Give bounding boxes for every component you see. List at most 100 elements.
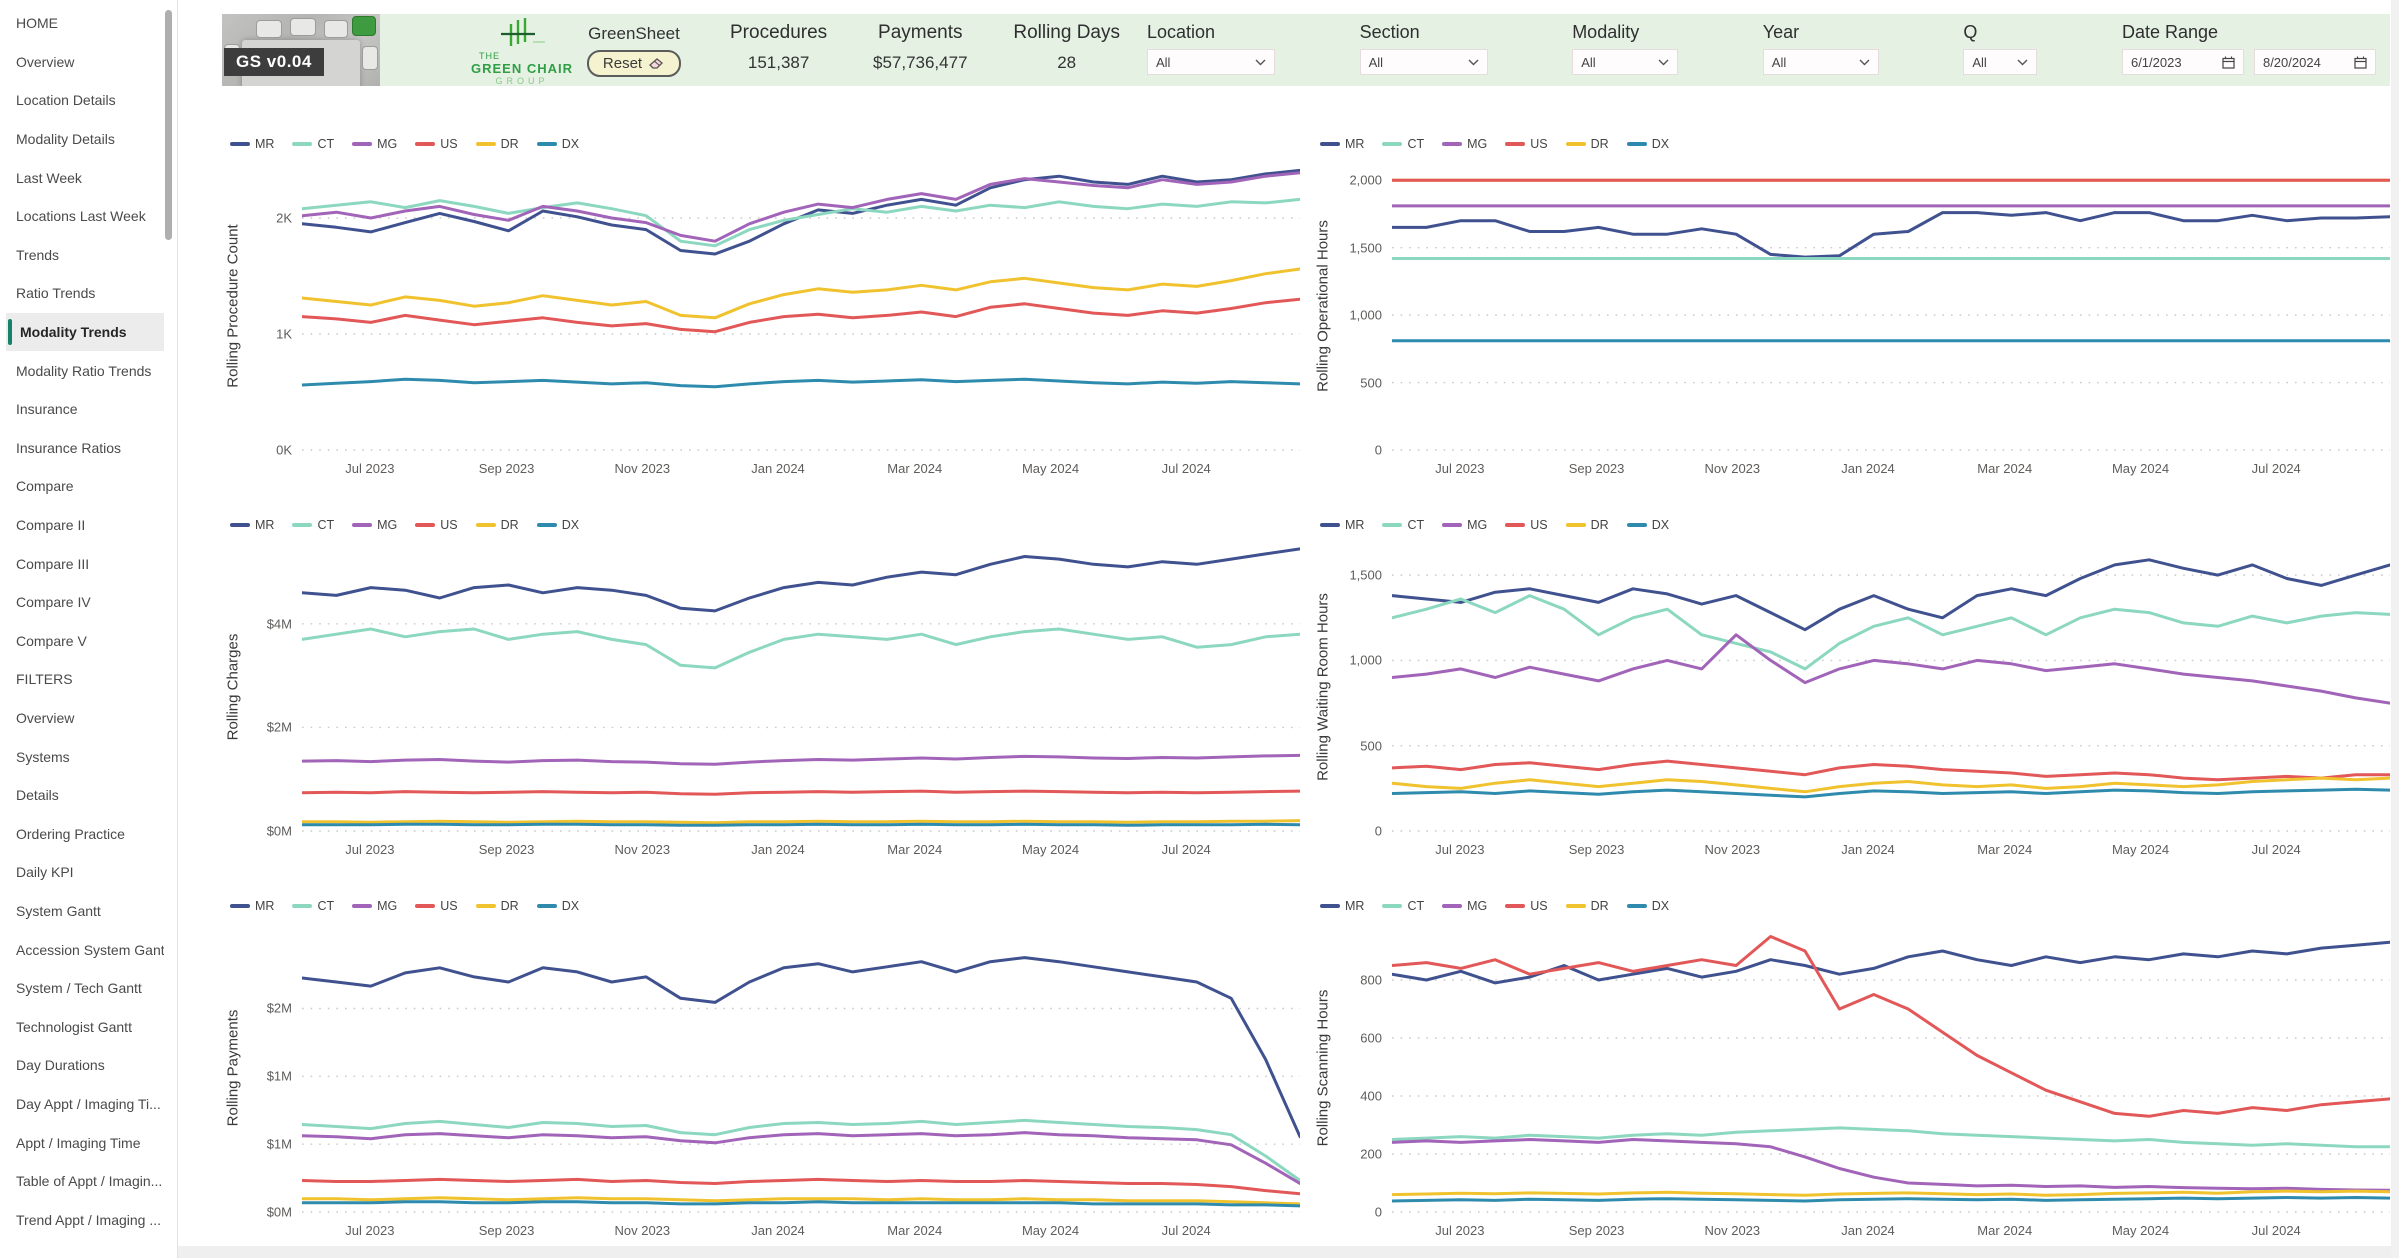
x-tick-label: Jul 2024	[2251, 461, 2301, 476]
legend-item-dr[interactable]: DR	[1565, 137, 1609, 151]
legend-item-us[interactable]: US	[1505, 137, 1548, 151]
legend-item-dx[interactable]: DX	[1626, 518, 1669, 532]
sidebar-item-compare-v[interactable]: Compare V	[16, 632, 87, 649]
date-value: 8/20/2024	[2262, 54, 2321, 70]
sidebar-item-system-gantt[interactable]: System Gantt	[16, 902, 101, 919]
legend-item-dr[interactable]: DR	[475, 137, 519, 151]
calendar-icon	[2354, 56, 2367, 69]
legend-item-dx[interactable]: DX	[1626, 899, 1670, 913]
sidebar-item-home[interactable]: HOME	[16, 15, 58, 32]
x-tick-label: Nov 2023	[614, 461, 671, 476]
sidebar-item-compare-iv[interactable]: Compare IV	[16, 594, 91, 611]
legend-label: DX	[1651, 899, 1670, 913]
filter-dropdown-q[interactable]: All	[1963, 49, 2038, 75]
sidebar-item-day-appt-imaging-ti[interactable]: Day Appt / Imaging Ti...	[16, 1095, 161, 1112]
sidebar-item-insurance[interactable]: Insurance	[16, 401, 78, 418]
eraser-icon	[649, 57, 664, 69]
legend-item-mr[interactable]: MR	[230, 137, 274, 151]
legend-item-dx[interactable]: DX	[536, 518, 579, 532]
legend-dash-icon	[292, 523, 313, 527]
sidebar-item-appt-imaging-time[interactable]: Appt / Imaging Time	[16, 1134, 141, 1151]
filter-dropdown-year[interactable]: All	[1762, 49, 1879, 75]
sidebar-item-system-tech-gantt[interactable]: System / Tech Gantt	[16, 980, 142, 997]
legend-item-us[interactable]: US	[415, 899, 458, 913]
kpi-label: Payments	[878, 22, 963, 43]
sidebar-item-details[interactable]: Details	[16, 787, 59, 804]
date-end-field[interactable]: 8/20/2024	[2253, 49, 2376, 75]
plot-area[interactable]	[1390, 156, 2392, 456]
legend-item-us[interactable]: US	[415, 137, 458, 151]
legend-item-ct[interactable]: CT	[292, 137, 334, 151]
legend-item-mg[interactable]: MG	[352, 518, 397, 532]
sidebar-item-ratio-trends[interactable]: Ratio Trends	[16, 285, 96, 302]
legend-item-mr[interactable]: MR	[1320, 899, 1364, 913]
filter-group-q: Q All	[1963, 22, 2038, 75]
plot-area[interactable]	[300, 918, 1302, 1218]
legend-item-dr[interactable]: DR	[1565, 899, 1609, 913]
legend-item-mg[interactable]: MG	[1442, 899, 1487, 913]
sidebar-item-modality-ratio-trends[interactable]: Modality Ratio Trends	[16, 362, 152, 379]
legend-item-mg[interactable]: MG	[1442, 137, 1487, 151]
sidebar-item-modality-details[interactable]: Modality Details	[16, 131, 115, 148]
sidebar-item-locations-last-week[interactable]: Locations Last Week	[16, 208, 146, 225]
legend-item-dx[interactable]: DX	[536, 137, 579, 151]
legend-item-ct[interactable]: CT	[1382, 899, 1424, 913]
legend-item-dr[interactable]: DR	[1565, 518, 1609, 532]
legend-item-us[interactable]: US	[415, 518, 458, 532]
legend-item-ct[interactable]: CT	[292, 518, 334, 532]
plot-area[interactable]	[1390, 918, 2392, 1218]
filter-dropdown-location[interactable]: All	[1147, 49, 1275, 75]
sidebar-item-location-details[interactable]: Location Details	[16, 92, 116, 109]
sidebar-item-trend-appt-imaging[interactable]: Trend Appt / Imaging ...	[16, 1211, 162, 1228]
sidebar-item-insurance-ratios[interactable]: Insurance Ratios	[16, 439, 122, 456]
date-range-pair: 6/1/2023 8/20/2024	[2121, 49, 2376, 75]
sidebar-item-overview[interactable]: Overview	[16, 709, 75, 726]
sidebar-item-compare-iii[interactable]: Compare III	[16, 555, 90, 572]
filter-dropdown-modality[interactable]: All	[1572, 49, 1679, 75]
reset-button[interactable]: Reset	[586, 50, 682, 77]
y-tick-label: 0	[1374, 823, 1382, 839]
sidebar-item-accession-system-gantt[interactable]: Accession System Gantt	[16, 941, 164, 958]
legend-item-dr[interactable]: DR	[475, 518, 519, 532]
legend-item-mg[interactable]: MG	[352, 899, 397, 913]
sidebar-item-systems[interactable]: Systems	[16, 748, 70, 765]
sidebar-item-technologist-gantt[interactable]: Technologist Gantt	[16, 1018, 132, 1035]
x-tick-label: Sep 2023	[478, 461, 535, 476]
legend-item-mr[interactable]: MR	[1320, 518, 1364, 532]
legend-item-dx[interactable]: DX	[1626, 137, 1669, 151]
sidebar-scrollbar-thumb[interactable]	[165, 10, 172, 240]
sidebar-item-overview[interactable]: Overview	[16, 53, 75, 70]
legend-label: US	[440, 899, 458, 913]
legend-item-mg[interactable]: MG	[352, 137, 397, 151]
legend-item-us[interactable]: US	[1505, 518, 1548, 532]
sidebar-item-ordering-practice[interactable]: Ordering Practice	[16, 825, 125, 842]
sidebar-item-trends[interactable]: Trends	[16, 246, 60, 263]
y-tick-label: 600	[1360, 1030, 1382, 1046]
legend-item-ct[interactable]: CT	[1382, 137, 1424, 151]
legend-item-ct[interactable]: CT	[292, 899, 334, 913]
legend-label: CT	[317, 137, 335, 151]
legend-item-mr[interactable]: MR	[230, 518, 274, 532]
legend-item-dr[interactable]: DR	[475, 899, 519, 913]
sidebar-item-last-week[interactable]: Last Week	[16, 169, 82, 186]
sidebar-item-table-of-appt-imagin[interactable]: Table of Appt / Imagin...	[16, 1173, 163, 1190]
legend-dash-icon	[1382, 523, 1403, 527]
plot-area[interactable]	[300, 156, 1302, 456]
sidebar-item-filters[interactable]: FILTERS	[16, 671, 73, 688]
y-tick-label: $2M	[266, 719, 292, 735]
sidebar-item-daily-kpi[interactable]: Daily KPI	[16, 864, 74, 881]
plot-area[interactable]	[300, 537, 1302, 837]
legend-item-ct[interactable]: CT	[1382, 518, 1424, 532]
legend-item-mr[interactable]: MR	[230, 899, 274, 913]
plot-area[interactable]	[1390, 537, 2392, 837]
filter-dropdown-section[interactable]: All	[1359, 49, 1488, 75]
legend-item-mr[interactable]: MR	[1320, 137, 1364, 151]
sidebar-item-compare[interactable]: Compare	[16, 478, 74, 495]
legend-item-dx[interactable]: DX	[536, 899, 579, 913]
sidebar-item-day-durations[interactable]: Day Durations	[16, 1057, 105, 1074]
sidebar-item-modality-trends[interactable]: Modality Trends	[6, 312, 164, 352]
legend-item-mg[interactable]: MG	[1442, 518, 1487, 532]
date-start-field[interactable]: 6/1/2023	[2121, 49, 2244, 75]
legend-item-us[interactable]: US	[1505, 899, 1548, 913]
sidebar-item-compare-ii[interactable]: Compare II	[16, 517, 86, 534]
